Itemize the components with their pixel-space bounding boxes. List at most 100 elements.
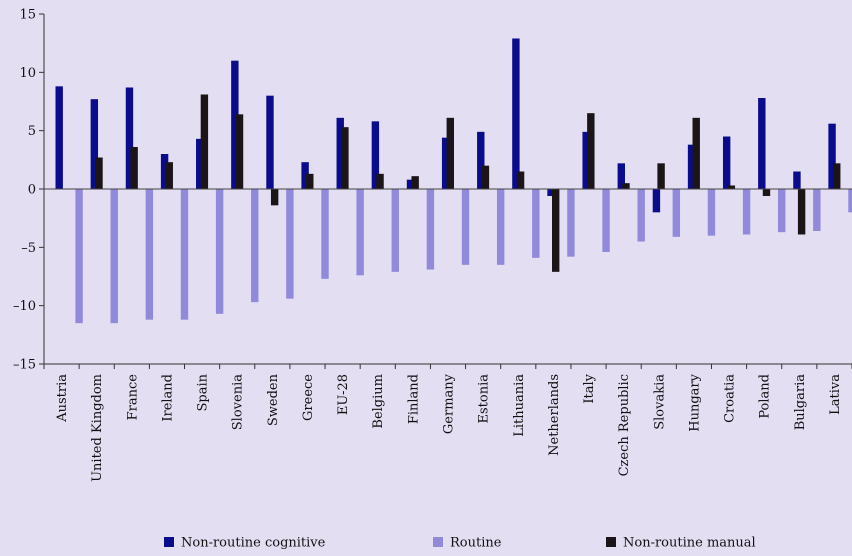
- category-label: Estonia: [477, 374, 492, 424]
- category-label: Greece: [301, 374, 316, 421]
- y-tick-label: –15: [13, 358, 36, 373]
- y-tick-label: –10: [13, 299, 36, 314]
- bar-3-hungary: [727, 185, 736, 189]
- category-label: Czech Republic: [617, 374, 632, 476]
- bar-1-greece: [301, 162, 309, 189]
- category-label: Italy: [582, 373, 597, 403]
- bar-1-austria: [55, 86, 63, 189]
- bar-2-estonia: [496, 189, 505, 265]
- bar-3-croatia: [762, 189, 771, 196]
- bar-1-italy: [582, 131, 590, 189]
- y-tick-label: 15: [19, 8, 36, 23]
- bar-1-finland: [406, 179, 415, 189]
- bar-2-united-kingdom: [110, 189, 118, 324]
- bar-3-germany: [481, 165, 490, 189]
- bar-2-czech-republic: [637, 189, 645, 242]
- bar-1-poland: [758, 98, 766, 189]
- category-label: Poland: [758, 374, 773, 419]
- bar-1-czech-republic: [617, 163, 625, 189]
- legend-label: Non-routine manual: [623, 536, 756, 551]
- bar-3-lithuania: [552, 189, 560, 272]
- bar-2-slovakia: [672, 189, 681, 237]
- bar-2-austria: [75, 189, 83, 324]
- bar-3-estonia: [516, 171, 525, 189]
- bar-2-france: [145, 189, 154, 320]
- bar-3-slovakia: [692, 117, 700, 189]
- bar-1-belgium: [371, 121, 380, 189]
- category-label: France: [125, 374, 140, 421]
- category-label: Sweden: [266, 373, 281, 426]
- category-label: Lativa: [828, 374, 843, 415]
- bar-2-lativa: [848, 189, 852, 213]
- category-labels: Austria United Kingdom France Ireland Spain S…: [55, 373, 843, 482]
- category-label: Slovakia: [652, 374, 667, 430]
- y-tick-label: 5: [28, 124, 36, 139]
- bar-3-czech-republic: [657, 163, 665, 189]
- bar-1-slovenia: [231, 60, 239, 189]
- axes-layer: [39, 13, 852, 369]
- bar-3-bulgaria: [833, 163, 841, 189]
- bar-1-netherlands: [547, 189, 555, 196]
- category-label: United Kingdom: [90, 374, 105, 482]
- category-label: Belgium: [371, 374, 386, 429]
- bar-1-croatia: [722, 136, 731, 189]
- bar-1-eu-28: [336, 117, 344, 189]
- bar-2-germany: [461, 189, 470, 265]
- category-label: Croatia: [723, 374, 738, 423]
- legend-label: Routine: [450, 536, 502, 551]
- bar-2-poland: [778, 189, 786, 233]
- bar-3-slovenia: [270, 189, 279, 206]
- bar-2-hungary: [707, 189, 716, 236]
- bar-1-germany: [441, 137, 450, 189]
- bar-1-hungary: [687, 144, 696, 189]
- bar-2-italy: [602, 189, 610, 252]
- bar-2-spain: [215, 189, 224, 314]
- y-tick-label: 0: [28, 183, 36, 198]
- bar-1-france: [125, 87, 134, 189]
- category-label: Germany: [442, 373, 457, 434]
- bar-2-slovenia: [251, 189, 259, 303]
- bar-3-netherlands: [587, 113, 595, 189]
- bar-1-sweden: [266, 95, 274, 189]
- bar-3-greece: [341, 127, 349, 189]
- bar-2-croatia: [742, 189, 751, 235]
- bar-3-finland: [446, 117, 454, 189]
- legend: Non-routine cognitive Routine Non-routine …: [164, 536, 756, 551]
- legend-swatch: [606, 537, 616, 547]
- bars-layer: [55, 38, 852, 324]
- bar-3-ireland: [200, 94, 209, 189]
- category-label: Austria: [55, 374, 70, 423]
- bar-1-bulgaria: [793, 171, 801, 189]
- bar-3-sweden: [306, 173, 314, 189]
- bar-3-france: [165, 162, 173, 189]
- category-label: Finland: [406, 374, 421, 424]
- category-label: EU-28: [336, 374, 351, 415]
- category-label: Netherlands: [547, 374, 562, 456]
- bar-2-finland: [426, 189, 435, 270]
- bar-1-slovakia: [652, 189, 661, 213]
- y-tick-label: 10: [19, 66, 36, 81]
- bar-2-lithuania: [532, 189, 540, 258]
- y-tick-label: –5: [21, 241, 36, 256]
- bar-3-italy: [622, 183, 630, 189]
- bar-3-spain: [235, 114, 244, 189]
- bar-1-spain: [196, 138, 204, 189]
- bar-2-greece: [321, 189, 329, 279]
- bar-2-eu-28: [356, 189, 364, 276]
- category-label: Hungary: [687, 373, 702, 431]
- legend-swatch: [164, 537, 174, 547]
- category-label: Bulgaria: [793, 374, 808, 431]
- bar-3-belgium: [411, 176, 419, 189]
- bar-3-poland: [797, 189, 806, 235]
- category-label: Ireland: [160, 374, 175, 422]
- bar-2-belgium: [391, 189, 399, 272]
- legend-swatch: [433, 537, 443, 547]
- bar-1-lithuania: [512, 38, 520, 189]
- category-label: Lithuania: [512, 374, 527, 437]
- bar-2-sweden: [286, 189, 294, 299]
- legend-label: Non-routine cognitive: [181, 536, 326, 551]
- bar-2-ireland: [180, 189, 189, 320]
- y-tick-labels: 15 10 5 0 –5 –10 –15: [13, 8, 36, 373]
- bar-3-eu-28: [376, 173, 384, 189]
